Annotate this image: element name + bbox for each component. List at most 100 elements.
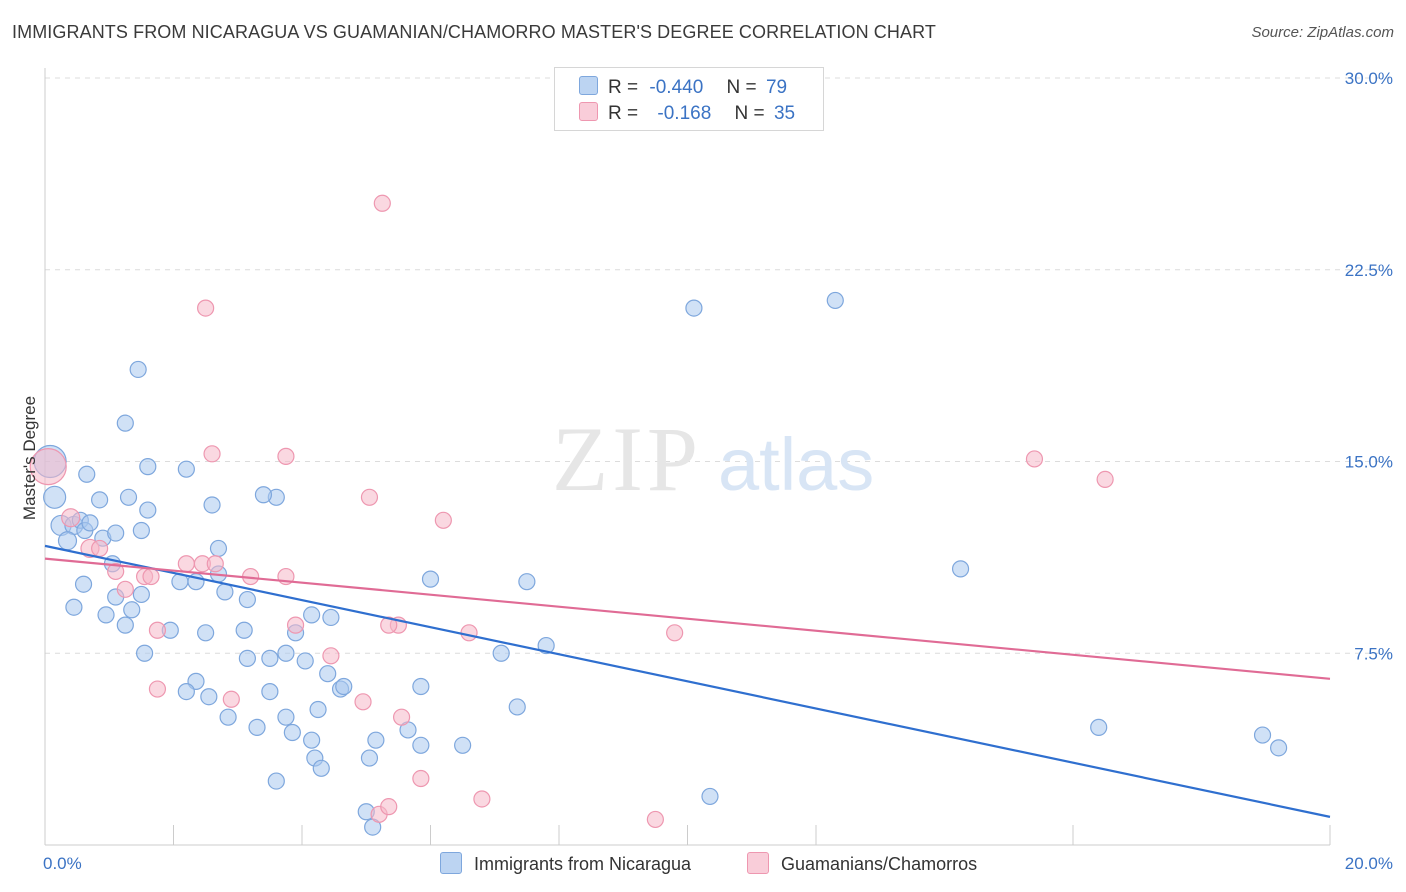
data-point bbox=[277, 447, 295, 465]
legend-swatch-guamanian bbox=[579, 102, 598, 121]
bottom-legend-label-nicaragua: Immigrants from Nicaragua bbox=[474, 854, 692, 874]
data-point bbox=[951, 560, 970, 578]
grid-lines bbox=[45, 77, 1393, 654]
data-point bbox=[1096, 470, 1114, 488]
legend-row-guamanian: R = -0.168 N = 35 bbox=[579, 102, 795, 126]
data-point bbox=[701, 787, 719, 806]
data-point bbox=[1025, 450, 1044, 468]
y-tick-labels: 7.5% 15.0% 22.5% 30.0% bbox=[1345, 69, 1393, 663]
y-tick-label: 30.0% bbox=[1345, 69, 1393, 88]
data-point bbox=[116, 580, 134, 598]
data-point bbox=[65, 598, 83, 616]
data-point bbox=[177, 555, 195, 573]
data-point bbox=[434, 511, 452, 529]
x-tick-label: 0.0% bbox=[43, 854, 82, 873]
data-point bbox=[261, 649, 279, 667]
bottom-legend-swatch-nicaragua bbox=[440, 852, 462, 874]
data-point bbox=[206, 555, 224, 573]
data-point bbox=[286, 616, 305, 634]
legend-r-value: -0.168 bbox=[657, 103, 712, 124]
data-point bbox=[277, 708, 295, 726]
data-point bbox=[203, 445, 221, 463]
data-point bbox=[322, 608, 340, 627]
legend-swatch-nicaragua bbox=[579, 76, 598, 95]
legend-n-label: N = bbox=[734, 103, 765, 124]
data-point bbox=[222, 690, 240, 708]
data-point bbox=[107, 524, 125, 542]
legend-row-nicaragua: R = -0.440 N = 79 bbox=[579, 76, 787, 100]
data-point bbox=[312, 759, 330, 777]
data-point bbox=[57, 531, 78, 551]
data-point bbox=[78, 465, 96, 483]
data-point bbox=[460, 624, 478, 642]
data-point bbox=[139, 501, 157, 519]
data-point bbox=[238, 590, 256, 609]
legend-n-value: 79 bbox=[765, 77, 788, 98]
data-point bbox=[148, 680, 167, 698]
data-point bbox=[235, 621, 253, 639]
trend-lines bbox=[44, 544, 1331, 818]
data-point bbox=[380, 798, 398, 816]
data-point bbox=[116, 616, 134, 634]
data-point bbox=[197, 624, 215, 642]
data-point bbox=[254, 486, 273, 504]
data-point bbox=[132, 585, 150, 604]
data-point bbox=[261, 682, 279, 701]
y-tick-label: 15.0% bbox=[1345, 453, 1393, 472]
data-point bbox=[492, 644, 510, 662]
data-point bbox=[129, 360, 147, 379]
watermark: ZIP atlas bbox=[552, 408, 874, 510]
correlation-legend: R = -0.440 N = 79 R = -0.168 N = 35 bbox=[554, 67, 824, 131]
data-point bbox=[826, 291, 844, 310]
bottom-legend-nicaragua: Immigrants from Nicaragua bbox=[440, 852, 691, 875]
bottom-legend-swatch-guamanian bbox=[747, 852, 769, 874]
data-point bbox=[454, 736, 472, 754]
data-point bbox=[81, 514, 99, 532]
data-point bbox=[148, 621, 167, 639]
data-point bbox=[91, 539, 109, 558]
series-nicaragua-points bbox=[33, 291, 1288, 836]
data-point bbox=[508, 698, 526, 716]
data-point bbox=[238, 649, 256, 667]
data-point bbox=[177, 460, 195, 478]
data-point bbox=[335, 677, 353, 696]
y-axis-label: Master's Degree bbox=[20, 395, 39, 521]
data-point bbox=[132, 521, 150, 540]
legend-n-value: 35 bbox=[773, 103, 796, 124]
source-label: Source: ZipAtlas.com bbox=[1251, 24, 1394, 41]
data-point bbox=[135, 644, 154, 662]
data-point bbox=[360, 749, 379, 767]
data-point bbox=[97, 606, 115, 624]
bottom-legend-guamanian: Guamanians/Chamorros bbox=[747, 852, 977, 875]
data-point bbox=[1090, 718, 1108, 736]
data-point bbox=[107, 562, 125, 581]
data-point bbox=[412, 736, 430, 754]
y-tick-label: 22.5% bbox=[1345, 261, 1393, 280]
data-point bbox=[412, 769, 430, 788]
data-point bbox=[177, 682, 195, 701]
legend-n-label: N = bbox=[726, 77, 757, 98]
data-point bbox=[1253, 726, 1272, 744]
data-point bbox=[360, 488, 379, 506]
data-point bbox=[209, 539, 228, 558]
data-point bbox=[91, 491, 109, 509]
legend-r-label: R = bbox=[608, 103, 639, 124]
data-point bbox=[43, 485, 67, 509]
data-point bbox=[1269, 739, 1288, 757]
trend-line-guamanian bbox=[44, 557, 1331, 680]
data-point bbox=[367, 731, 385, 749]
data-point bbox=[200, 688, 218, 706]
data-point bbox=[666, 624, 684, 642]
data-point bbox=[296, 652, 314, 670]
data-point bbox=[537, 636, 555, 655]
watermark-zip: ZIP bbox=[552, 408, 702, 510]
legend-r-value: -0.440 bbox=[649, 77, 704, 98]
data-point bbox=[412, 677, 430, 696]
data-point bbox=[518, 573, 536, 591]
data-point bbox=[303, 606, 321, 624]
data-point bbox=[354, 693, 372, 711]
data-point bbox=[283, 723, 301, 742]
legend-r-label: R = bbox=[608, 77, 639, 98]
x-tick-label: 20.0% bbox=[1345, 854, 1393, 873]
data-point bbox=[119, 488, 138, 506]
